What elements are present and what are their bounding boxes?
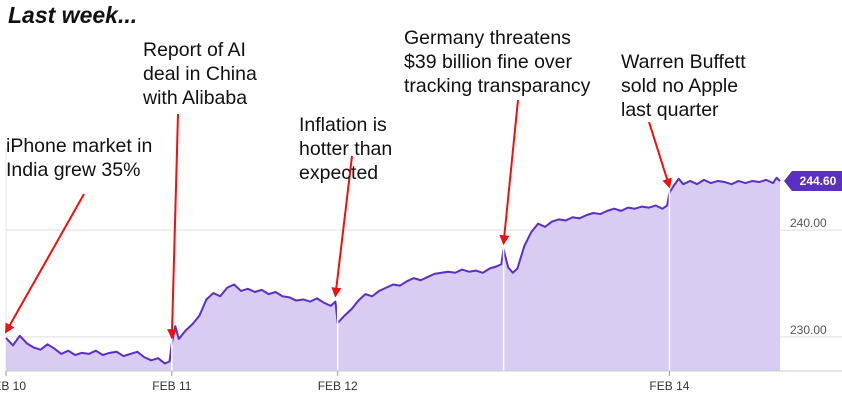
- page-title: Last week...: [8, 2, 138, 28]
- x-tick-label: FEB 14: [649, 379, 689, 393]
- annotation-arrow: [167, 113, 179, 340]
- annotation-text: Report of AI deal in China with Alibaba: [143, 39, 257, 109]
- x-tick-label: FEB 10: [0, 379, 26, 393]
- area-layer: [5, 176, 781, 371]
- annotation-text: Inflation is hotter than expected: [299, 114, 393, 184]
- price-line: [5, 176, 781, 365]
- annotation-arrow: [331, 155, 353, 298]
- annotation-arrow: [5, 193, 85, 334]
- price-area: [6, 177, 780, 371]
- last-price-badge-group: 244.60: [784, 170, 842, 191]
- axis-layer: 230.00 240.00 FEB 10 FEB 11 FEB 12 FEB 14: [0, 216, 842, 393]
- x-tick-label: FEB 12: [318, 379, 358, 393]
- y-tick-label: 230.00: [790, 323, 827, 337]
- last-price-value: 244.60: [800, 174, 837, 188]
- annotation-arrows: [5, 99, 672, 340]
- annotation-arrow: [499, 99, 519, 246]
- y-tick-label: 240.00: [790, 216, 827, 230]
- last-price-badge: [784, 170, 842, 191]
- annotation-text: iPhone market in India grew 35%: [6, 135, 153, 181]
- annotation-text: Germany threatens $39 billion fine over …: [404, 27, 591, 97]
- x-tick-label: FEB 11: [152, 379, 191, 393]
- annotation-text: Warren Buffett sold no Apple last quarte…: [621, 51, 746, 121]
- annotation-arrow: [648, 121, 672, 189]
